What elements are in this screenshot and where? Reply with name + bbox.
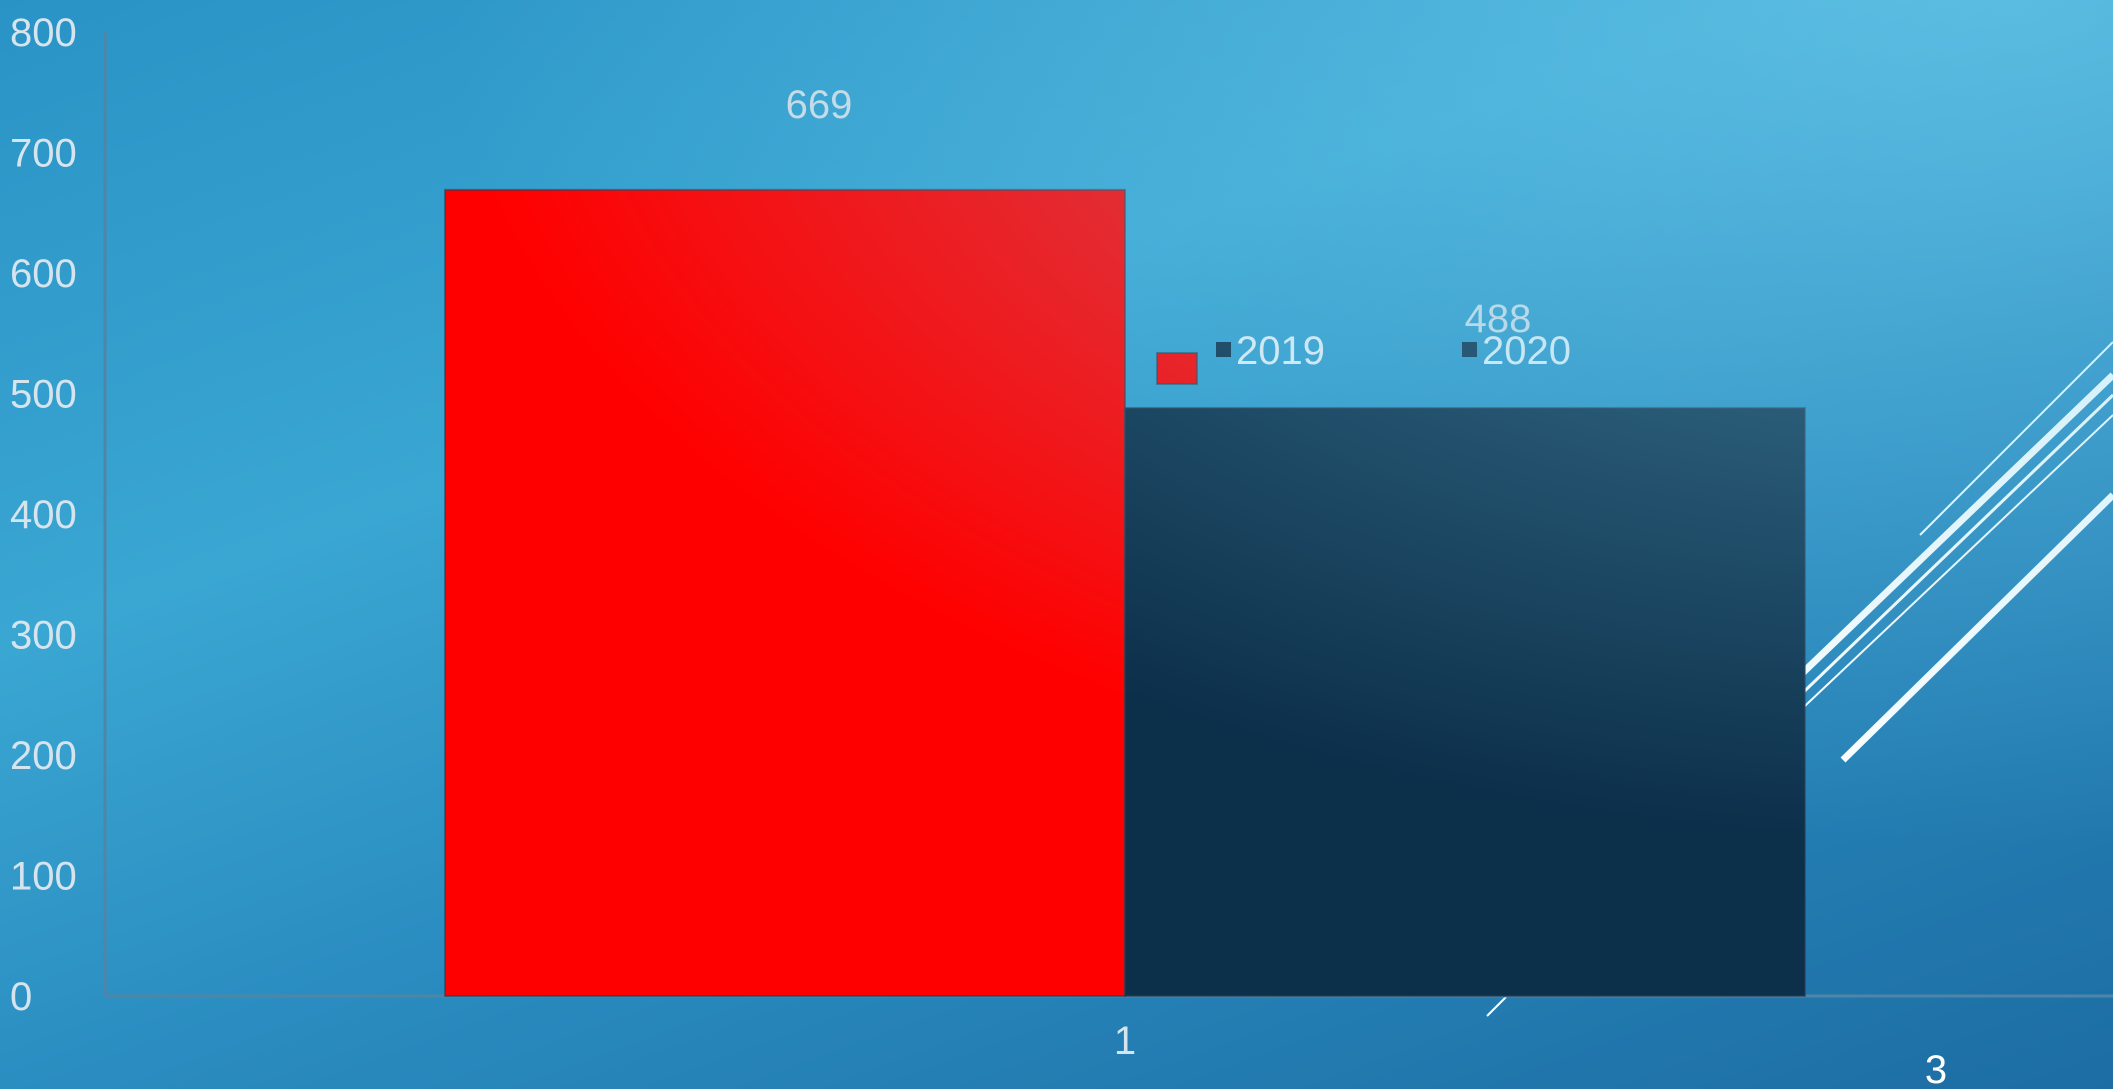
decor-stripe-2: [1787, 372, 2113, 688]
y-tick-label: 400: [10, 493, 77, 537]
y-tick-label: 0: [10, 975, 32, 1019]
decor-stripe-4: [1789, 414, 2113, 721]
y-tick-label: 800: [10, 11, 77, 55]
legend-marker-2020: [1462, 342, 1477, 357]
y-axis: 0 100 200 300 400 500 600 700 800: [10, 11, 107, 1019]
y-tick-label: 100: [10, 855, 77, 899]
bar-series: [444, 188, 1806, 998]
y-tick-label: 200: [10, 734, 77, 778]
data-labels: 669 488: [786, 83, 1532, 341]
x-axis: 1: [105, 994, 2113, 1063]
y-tick-label: 700: [10, 132, 77, 176]
decor-stripe-1: [1919, 341, 2113, 536]
legend-swatch-2019: [1156, 352, 1198, 385]
page-number: 3: [1925, 1048, 1947, 1089]
data-label-2019: 669: [786, 83, 853, 127]
y-tick-label: 300: [10, 614, 77, 658]
decorative-stripes: [1486, 341, 2113, 1017]
legend-marker-2019: [1216, 342, 1231, 357]
decor-stripe-5: [1840, 492, 2113, 763]
data-label-2020: 488: [1465, 297, 1532, 341]
legend-label-2020: 2020: [1482, 329, 1571, 373]
decor-stripe-6: [1486, 996, 1507, 1017]
x-tick-label: 1: [1114, 1019, 1136, 1063]
bar-2020: [1124, 406, 1806, 997]
y-tick-label: 500: [10, 373, 77, 417]
decor-stripe-3: [1788, 393, 2113, 707]
legend: 2019 2020: [1156, 329, 1571, 385]
y-tick-label: 600: [10, 252, 77, 296]
bar-2019: [444, 188, 1126, 998]
legend-label-2019: 2019: [1236, 329, 1325, 373]
